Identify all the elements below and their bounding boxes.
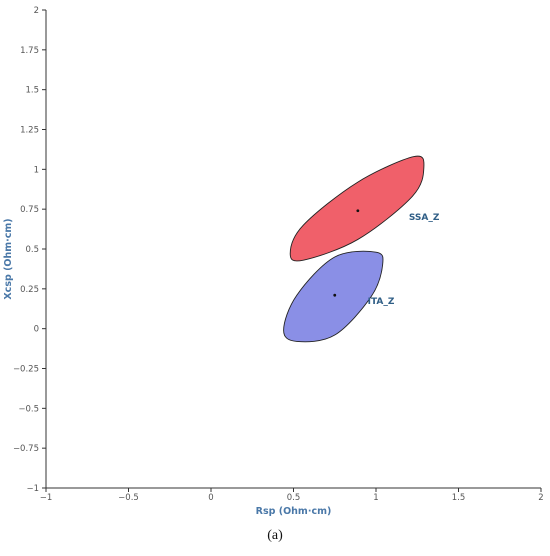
y-tick-label: 0 xyxy=(34,325,39,335)
y-tick-label: 1 xyxy=(34,165,39,175)
y-axis-title: Xcsp (Ohm·cm) xyxy=(3,218,14,299)
y-tick-label: −0.75 xyxy=(13,444,39,454)
y-tick-label: 0.5 xyxy=(25,245,39,255)
center-point-ssa-z xyxy=(356,209,360,213)
y-tick-label: 1.75 xyxy=(20,46,39,56)
x-axis: −1 −0.5 0 0.5 1 1.5 2 xyxy=(40,487,544,503)
y-tick-label: 1.5 xyxy=(25,86,39,96)
y-axis: −1 −0.75 −0.5 −0.25 0 0.25 0.5 0.75 1 1.25 1.5 1.75… xyxy=(13,6,47,494)
figure-caption: (a) xyxy=(267,528,283,543)
center-point-ita-z xyxy=(333,293,337,297)
ellipse-ita-z xyxy=(283,250,384,343)
x-tick-label: 1 xyxy=(373,493,378,503)
chart: −1 −0.5 0 0.5 1 1.5 2 −1 −0.75 −0.5 −0.25 0 0.25 0.5… xyxy=(3,6,544,517)
x-tick-label: −0.5 xyxy=(118,493,139,503)
x-tick-label: −1 xyxy=(40,493,53,503)
y-tick-label: 0.25 xyxy=(20,285,39,295)
x-tick-label: 0 xyxy=(208,493,213,503)
ellipse-ssa-z xyxy=(289,155,425,262)
x-axis-title: Rsp (Ohm·cm) xyxy=(256,506,332,517)
y-tick-label: 2 xyxy=(34,6,39,16)
series-label-ssa-z: SSA_Z xyxy=(409,213,440,223)
y-tick-label: −0.5 xyxy=(18,404,39,414)
y-tick-label: −0.25 xyxy=(13,365,39,375)
x-tick-label: 2 xyxy=(538,493,543,503)
series-layer: SSA_Z ITA_Z xyxy=(283,155,440,343)
y-tick-label: 1.25 xyxy=(20,126,39,136)
series-label-ita-z: ITA_Z xyxy=(368,297,395,307)
x-tick-label: 0.5 xyxy=(287,493,301,503)
y-tick-label: 0.75 xyxy=(20,205,39,215)
x-tick-label: 1.5 xyxy=(452,493,466,503)
y-tick-label: −1 xyxy=(26,484,39,494)
